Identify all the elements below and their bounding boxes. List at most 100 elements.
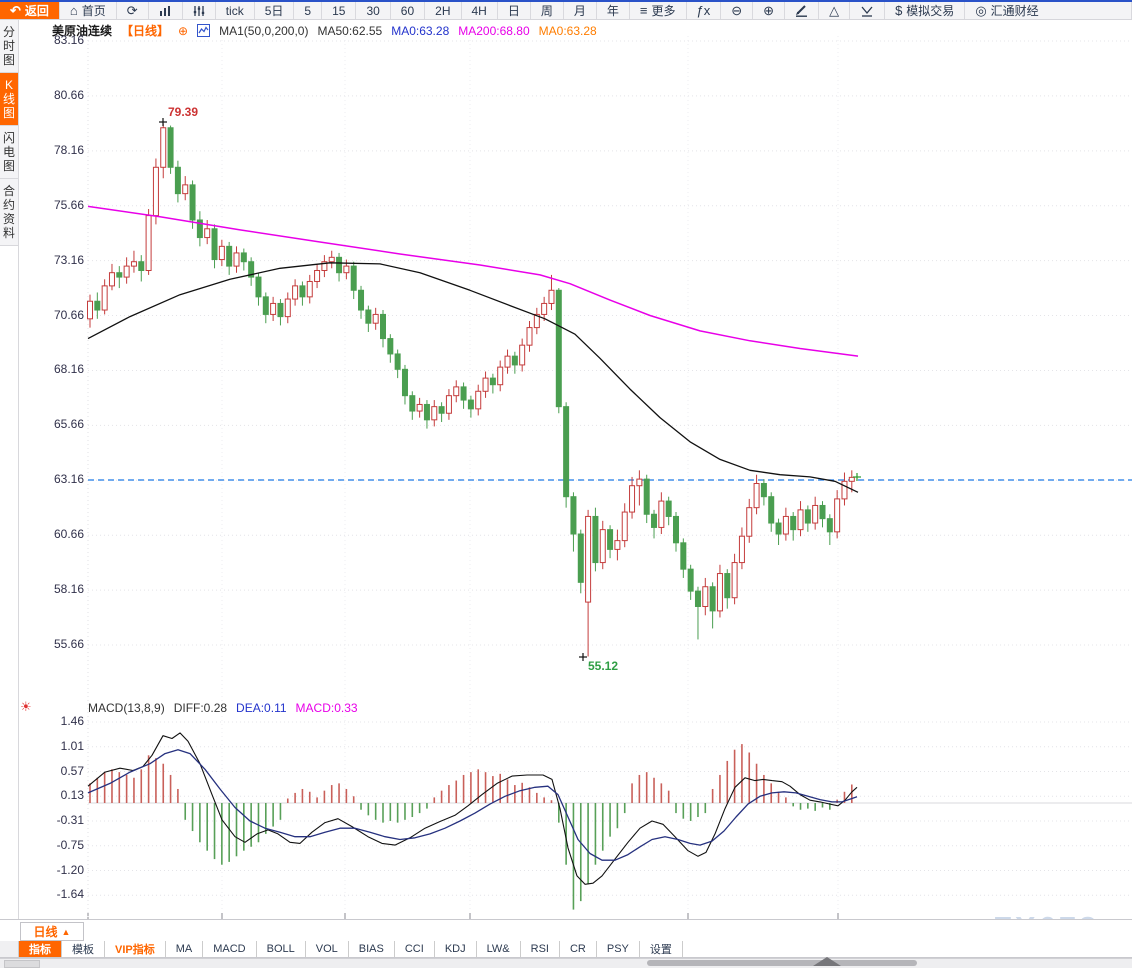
- back-button[interactable]: ↶ 返回: [0, 2, 60, 19]
- period-2h-button[interactable]: 2H: [425, 2, 462, 19]
- low-annotation: 55.12: [588, 659, 619, 673]
- menu-icon: ≡: [639, 3, 648, 18]
- tab-boll[interactable]: BOLL: [257, 941, 306, 957]
- triangle-up-button[interactable]: △: [819, 2, 851, 19]
- macd-params: MACD(13,8,9): [88, 701, 165, 715]
- indicator-tabs-bar: 指标 模板 VIP指标 MA MACD BOLL VOL BIAS CCI KDJ LW& RSI CR…: [0, 941, 1132, 958]
- price-axis-label: 55.66: [53, 637, 84, 651]
- macd-axis-label: 0.57: [60, 763, 84, 778]
- tab-vol[interactable]: VOL: [306, 941, 349, 957]
- scrollbar-thumb[interactable]: [647, 960, 917, 966]
- tri-down-icon: [860, 5, 874, 17]
- dea-value: DEA:0.11: [236, 701, 287, 715]
- dollar-icon: $: [895, 3, 903, 18]
- more-button-label: 更多: [651, 4, 676, 18]
- diff-value: DIFF:0.28: [173, 701, 228, 715]
- period-5d-button[interactable]: 5日: [255, 2, 295, 19]
- period-day-button[interactable]: 日: [498, 2, 531, 19]
- ma200-value: MA200:68.80: [458, 23, 530, 38]
- period-tick-button-label: tick: [225, 3, 244, 18]
- home-button[interactable]: ⌂ 首页: [60, 2, 117, 19]
- tab-vip-indicator[interactable]: VIP指标: [105, 941, 166, 957]
- period-selector-label: 日线: [33, 925, 58, 939]
- tabs-left-spacer: [0, 941, 19, 957]
- tab-settings[interactable]: 设置: [640, 941, 683, 957]
- tab-cci[interactable]: CCI: [395, 941, 435, 957]
- pen-icon: [795, 4, 808, 17]
- sidebar-item-contract[interactable]: 合约资料: [0, 179, 18, 246]
- more-button[interactable]: ≡ 更多: [630, 2, 687, 19]
- macd-value: MACD:0.33: [295, 701, 358, 715]
- chart-style-button[interactable]: [149, 2, 183, 19]
- back-icon: ↶: [10, 3, 21, 18]
- period-month-button-label: 月: [573, 4, 586, 18]
- back-button-label: 返回: [24, 4, 49, 18]
- tab-indicator[interactable]: 指标: [19, 941, 62, 957]
- tab-rsi[interactable]: RSI: [521, 941, 560, 957]
- macd-axis-label: -0.75: [56, 837, 84, 852]
- zoom-in-button[interactable]: ⊕: [753, 2, 786, 19]
- price-axis-label: 68.16: [53, 362, 84, 377]
- ma50-value: MA50:62.55: [317, 23, 383, 38]
- period-15m-button[interactable]: 15: [322, 2, 357, 19]
- period-4h-button-label: 4H: [471, 3, 487, 18]
- price-axis-label: 58.16: [53, 582, 84, 597]
- period-tick-button[interactable]: tick: [216, 2, 255, 19]
- sidebar-item-timeshare[interactable]: 分时图: [0, 20, 18, 73]
- tab-template[interactable]: 模板: [62, 941, 105, 957]
- macd-axis-label: -1.20: [56, 862, 84, 877]
- period-30m-button[interactable]: 30: [356, 2, 391, 19]
- tab-macd[interactable]: MACD: [203, 941, 257, 957]
- sliders-icon: [193, 5, 205, 17]
- period-day-button-label: 日: [507, 4, 520, 18]
- status-box: [4, 960, 40, 968]
- home-button-label: 首页: [81, 4, 106, 18]
- price-axis-label: 63.16: [53, 472, 84, 487]
- tab-ma[interactable]: MA: [166, 941, 204, 957]
- price-axis-label: 80.66: [53, 87, 84, 102]
- period-60m-button[interactable]: 60: [391, 2, 426, 19]
- collapse-panel-button[interactable]: [850, 2, 886, 19]
- main-chart-legend: 美原油连续 【日线】 ⊕ MA1(50,0,200,0) MA50:62.55 MA0:6…: [52, 22, 597, 39]
- fx-icon: ƒx: [696, 3, 711, 18]
- tab-bias[interactable]: BIAS: [349, 941, 395, 957]
- tab-cr[interactable]: CR: [560, 941, 597, 957]
- period-30m-button-label: 30: [366, 3, 380, 18]
- period-4h-button[interactable]: 4H: [462, 2, 498, 19]
- period-5m-button-label: 5: [304, 3, 312, 18]
- top-toolbar: ↶ 返回 ⌂ 首页 ⟳ tick 5日 5 15 30 60 2H 4H 日周月年 ≡ 更多 ƒx ⊖ ⊕ △ $ 模拟交…: [0, 0, 1132, 20]
- add-indicator-icon[interactable]: ⊕: [178, 23, 189, 38]
- period-week-button[interactable]: 周: [531, 2, 564, 19]
- ma-params: MA1(50,0,200,0): [219, 23, 309, 38]
- tab-psy[interactable]: PSY: [597, 941, 640, 957]
- fx678-button-label: 汇通财经: [990, 4, 1039, 18]
- tab-kdj[interactable]: KDJ: [435, 941, 477, 957]
- period-2h-button-label: 2H: [435, 3, 451, 18]
- price-axis-label: 73.16: [53, 252, 84, 267]
- panel-expand-handle[interactable]: [813, 957, 841, 966]
- price-axis-label: 70.66: [53, 307, 84, 322]
- period-5m-button[interactable]: 5: [294, 2, 323, 19]
- indicator-fx-button[interactable]: ƒx: [687, 2, 722, 19]
- sidebar-item-flash[interactable]: 闪电图: [0, 126, 18, 179]
- volume-style-button[interactable]: [183, 2, 216, 19]
- sim-trade-button[interactable]: $ 模拟交易: [885, 2, 966, 19]
- draw-button[interactable]: [785, 2, 820, 19]
- period-month-button[interactable]: 月: [564, 2, 597, 19]
- macd-axis-label: 1.01: [60, 738, 84, 753]
- ma0-orange-value: MA0:63.28: [538, 23, 597, 38]
- period-year-button-label: 年: [606, 4, 619, 18]
- zoom-out-button[interactable]: ⊖: [721, 2, 754, 19]
- price-axis-label: 78.16: [53, 142, 84, 157]
- refresh-button[interactable]: ⟳: [117, 2, 149, 19]
- zoom-out-icon: ⊖: [731, 3, 743, 18]
- period-year-button[interactable]: 年: [597, 2, 630, 19]
- period-selector-button[interactable]: 日线 ▲: [20, 922, 84, 941]
- indicator-settings-icon[interactable]: ☀: [20, 699, 32, 714]
- price-axis-label: 65.66: [53, 417, 84, 432]
- tab-lw[interactable]: LW&: [477, 941, 521, 957]
- period-label: 【日线】: [121, 24, 170, 38]
